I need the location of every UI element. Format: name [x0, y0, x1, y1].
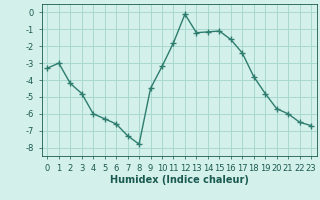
X-axis label: Humidex (Indice chaleur): Humidex (Indice chaleur) — [110, 175, 249, 185]
